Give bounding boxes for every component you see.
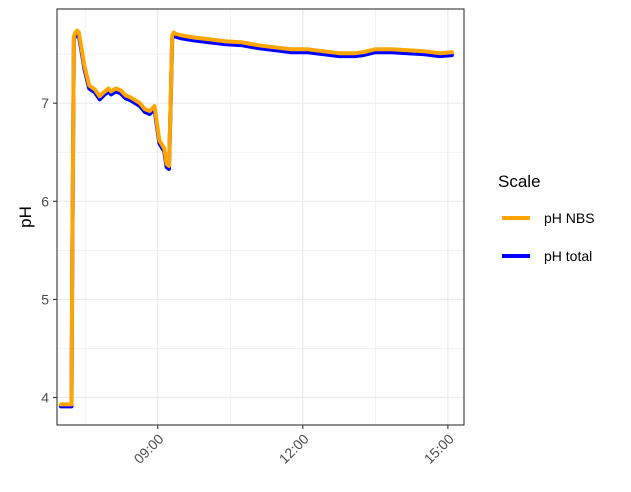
panel-background [57,9,464,425]
y-tick-label: 7 [41,95,49,111]
y-tick-label: 5 [41,291,49,307]
legend-items: pH NBS pH total [502,210,595,264]
legend-title: Scale [498,172,541,191]
y-axis: 4 5 6 7 [41,95,57,406]
plot-panel [56,8,465,426]
legend-label: pH NBS [544,210,595,226]
y-axis-title: pH [16,206,35,228]
series-layer [59,28,454,409]
panel-border [56,8,465,426]
y-tick-label: 6 [41,193,49,209]
y-tick-label: 4 [41,390,49,406]
legend-label: pH total [544,248,592,264]
series-line-ph-nbs [59,28,454,407]
grid-minor [57,9,464,425]
legend: Scale pH NBS pH total [498,172,595,264]
grid-major [57,9,464,425]
